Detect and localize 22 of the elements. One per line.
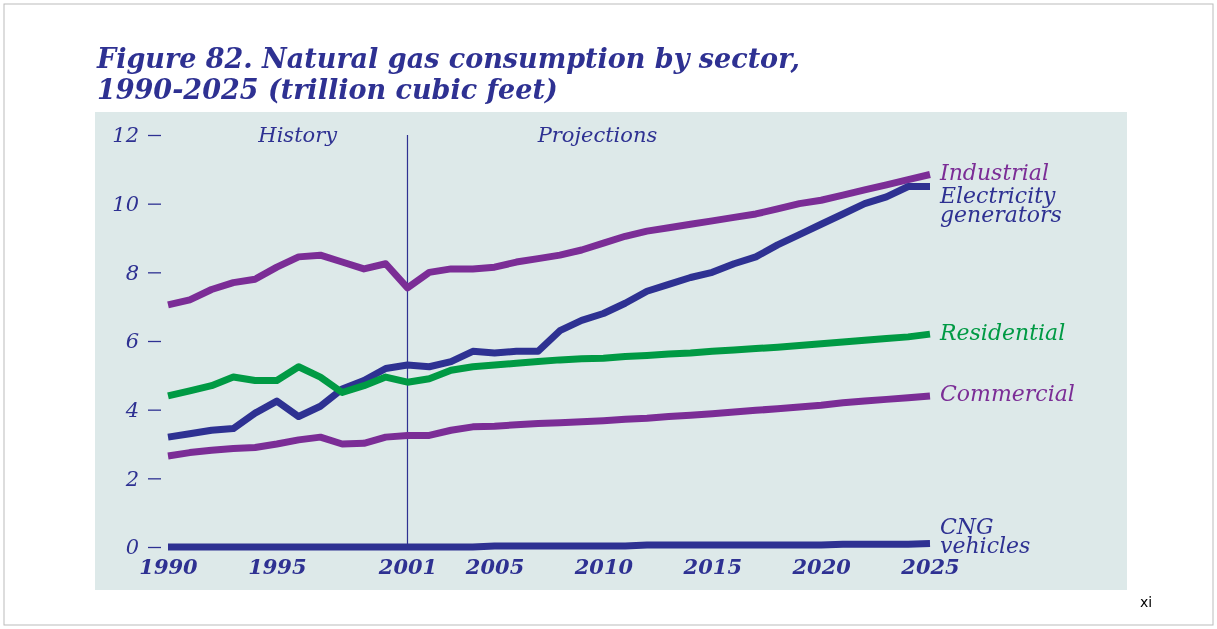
y-tick-label: 6 <box>125 329 139 354</box>
y-tick-label: 8 <box>125 260 139 285</box>
y-tick-label: 0 <box>125 535 139 560</box>
text: xi <box>1140 594 1153 610</box>
chart-title: Figure 82. Natural gas consumption by sector, 1990-2025 (trillion cubic feet) <box>96 43 800 105</box>
annotation: Projections <box>536 123 658 147</box>
x-tick-label: 2020 <box>791 553 852 579</box>
y-tick-label: 4 <box>124 397 139 422</box>
x-tick-label: 2001 <box>377 553 438 579</box>
x-tick-label: 1990 <box>139 553 199 579</box>
y-tick-label: 10 <box>112 191 139 216</box>
series-label: Electricity generators <box>939 182 1062 227</box>
x-tick-label: 2010 <box>573 553 634 579</box>
x-tick-label: 1995 <box>248 553 307 579</box>
series-label: Commercial <box>940 381 1075 407</box>
y-tick-label: 2 <box>124 466 139 491</box>
x-tick-label: 2005 <box>464 553 525 579</box>
x-tick-label: 2015 <box>682 553 743 579</box>
annotation: History <box>257 123 339 147</box>
series-label: Residential <box>939 319 1066 345</box>
y-tick-label: 12 <box>112 123 139 148</box>
series-label: Industrial <box>939 159 1049 185</box>
